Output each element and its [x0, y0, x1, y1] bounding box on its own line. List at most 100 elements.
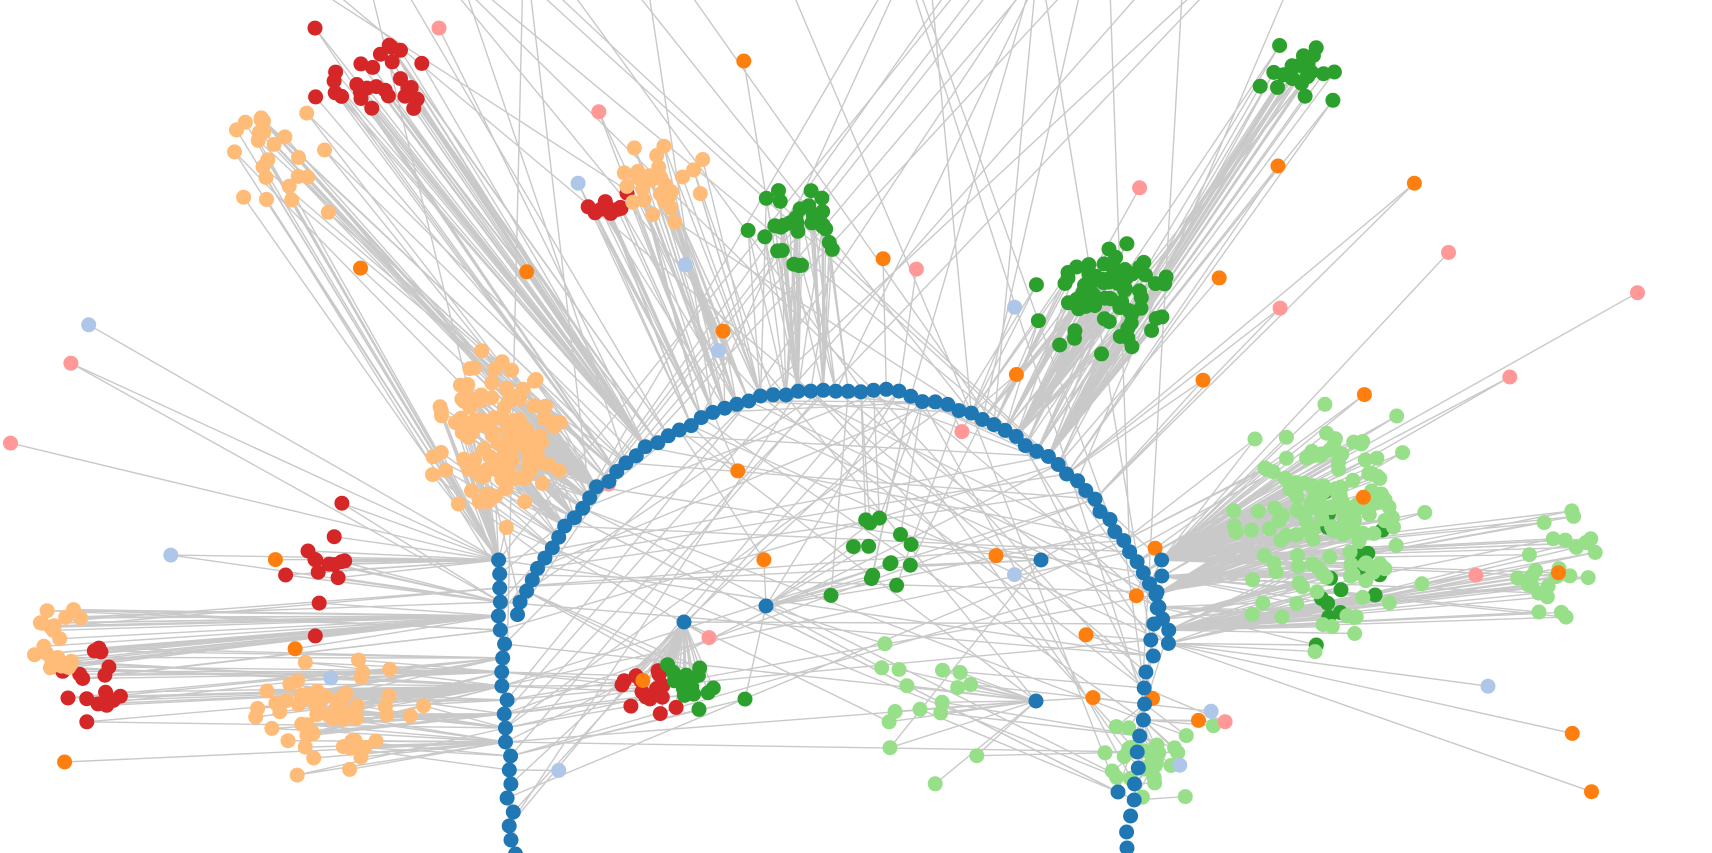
- network-edge: [1168, 586, 1303, 631]
- network-edge: [1047, 95, 1306, 457]
- network-node-red: [330, 570, 346, 586]
- network-edge: [1144, 703, 1212, 712]
- network-node-light-green: [1566, 508, 1582, 524]
- network-node-light-green: [1381, 595, 1397, 611]
- network-edge: [574, 517, 1135, 801]
- network-node-light-green: [1361, 465, 1377, 481]
- network-node-core: [1119, 824, 1135, 840]
- network-edge: [70, 362, 499, 561]
- network-edge: [390, 46, 669, 437]
- network-node-light-orange: [452, 377, 468, 393]
- network-node-light-orange: [546, 419, 562, 435]
- network-edge: [683, 621, 1154, 625]
- network-node-light-green: [1250, 503, 1266, 519]
- network-edge: [288, 185, 500, 561]
- network-node-red: [365, 59, 381, 75]
- network-node-orange: [353, 260, 368, 276]
- network-node-light-green: [1377, 513, 1393, 529]
- network-node-light-orange: [656, 138, 672, 154]
- network-edge: [942, 669, 1145, 689]
- network-node-light-green: [1553, 604, 1569, 620]
- network-edge: [294, 615, 499, 650]
- network-edge: [341, 502, 501, 603]
- network-node-core: [963, 405, 979, 421]
- network-node-light-orange: [279, 693, 294, 709]
- network-edge: [407, 87, 659, 444]
- network-node-light-green: [1355, 525, 1371, 541]
- network-node-light-green: [1167, 740, 1183, 756]
- network-edge: [895, 410, 960, 586]
- network-edge: [898, 269, 918, 392]
- network-node-red: [409, 91, 425, 107]
- network-node-core: [582, 490, 598, 506]
- network-node-light-orange: [484, 375, 500, 391]
- network-node-red: [79, 714, 95, 730]
- network-node-pink: [591, 104, 607, 120]
- network-edge: [993, 0, 1035, 425]
- network-node-orange: [1078, 627, 1094, 643]
- network-node-light-green: [1312, 448, 1328, 464]
- network-node-light-orange: [289, 767, 305, 783]
- network-node-orange: [1147, 540, 1163, 556]
- network-node-orange: [988, 548, 1004, 564]
- network-edge: [747, 230, 762, 397]
- network-node-orange: [1195, 372, 1211, 388]
- network-edge: [942, 700, 1037, 703]
- network-node-orange: [1128, 588, 1144, 604]
- network-node-light-orange: [619, 179, 635, 194]
- network-node-core: [601, 474, 617, 489]
- network-node-orange: [1211, 270, 1227, 286]
- network-edge: [1076, 0, 1284, 482]
- network-edge: [1143, 719, 1187, 737]
- network-edge: [795, 217, 799, 392]
- network-edge: [301, 723, 506, 743]
- network-node-light-blue: [1007, 567, 1022, 583]
- network-edge: [889, 559, 1042, 749]
- network-edge: [526, 271, 659, 444]
- network-node-light-orange: [450, 496, 466, 512]
- network-edge: [324, 149, 637, 457]
- network-node-orange: [635, 673, 651, 688]
- network-node-light-orange: [309, 683, 325, 699]
- network-edge: [345, 657, 503, 695]
- network-node-light-orange: [382, 662, 398, 677]
- network-node-core: [758, 598, 774, 614]
- network-node-dark-green: [1133, 300, 1149, 316]
- network-edge: [319, 602, 499, 617]
- network-node-light-blue: [1007, 299, 1023, 315]
- network-node-dark-green: [1300, 56, 1316, 72]
- network-node-light-orange: [506, 413, 522, 429]
- network-node-red: [75, 671, 91, 686]
- network-edge: [921, 401, 1136, 785]
- network-node-light-green: [1257, 460, 1273, 476]
- network-node-core: [683, 418, 699, 434]
- network-node-dark-green: [1148, 311, 1164, 326]
- network-edge: [1066, 379, 1204, 475]
- network-node-red: [372, 46, 388, 62]
- network-edge: [993, 374, 1018, 425]
- network-node-light-orange: [498, 520, 514, 535]
- network-edge: [765, 605, 883, 669]
- network-node-dark-green: [823, 587, 839, 603]
- network-edge: [356, 717, 506, 743]
- network-node-core: [508, 846, 523, 853]
- network-node-light-blue: [710, 343, 726, 359]
- network-node-light-orange: [272, 704, 288, 720]
- network-node-dark-green: [770, 243, 786, 259]
- network-node-core: [1087, 491, 1103, 507]
- network-node-pink: [954, 424, 970, 440]
- network-edge: [510, 572, 1144, 757]
- network-node-light-orange: [471, 412, 487, 428]
- network-node-light-green: [1304, 556, 1320, 572]
- network-node-light-green: [1414, 576, 1430, 592]
- network-node-dark-green: [889, 577, 905, 593]
- network-node-light-green: [1108, 719, 1124, 735]
- network-node-core: [498, 734, 513, 750]
- network-edge: [576, 0, 1139, 769]
- network-node-light-green: [1245, 572, 1261, 588]
- network-node-light-orange: [349, 698, 365, 714]
- network-node-light-green: [899, 678, 915, 694]
- network-node-light-green: [1316, 478, 1332, 494]
- network-edge: [976, 700, 1037, 757]
- network-node-dark-green: [1060, 265, 1076, 280]
